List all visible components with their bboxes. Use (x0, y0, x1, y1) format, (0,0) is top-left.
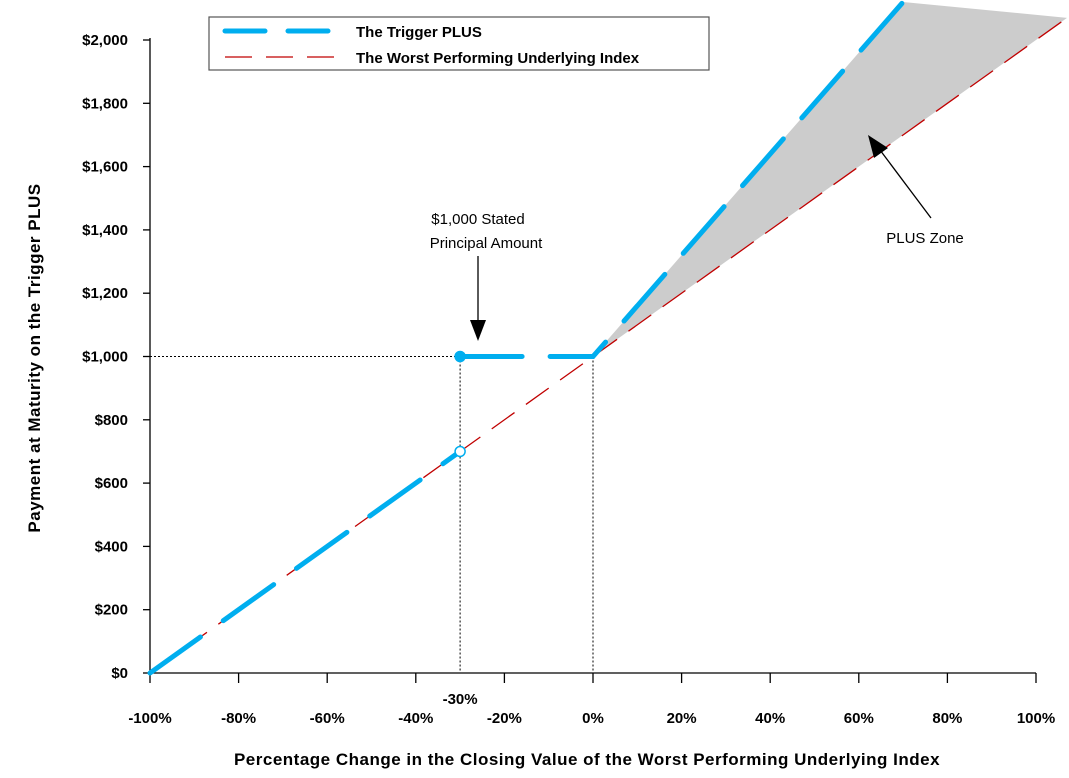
y-tick-label: $200 (95, 602, 128, 619)
x-tick-label: -80% (221, 710, 256, 727)
x-axis-label: Percentage Change in the Closing Value o… (234, 750, 940, 769)
x-tick-label: 0% (582, 710, 604, 727)
y-tick-label: $1,400 (82, 222, 128, 239)
marker-open (454, 445, 466, 458)
series-trigger-plus-segment-2 (457, 0, 906, 359)
y-tick-label: $1,600 (82, 159, 128, 176)
y-axis-label: Payment at Maturity on the Trigger PLUS (25, 183, 44, 532)
x-tick-label: -20% (487, 710, 522, 727)
y-tick-label: $600 (95, 475, 128, 492)
y-tick-label: $1,200 (82, 285, 128, 302)
x-tick-label: 100% (1017, 710, 1055, 727)
legend: The Trigger PLUS The Worst Performing Un… (208, 16, 710, 71)
legend-box (208, 16, 710, 71)
annotation-principal-line2: Principal Amount (430, 235, 543, 252)
x-extra-label-minus30: -30% (443, 691, 478, 708)
series-index-line (149, 17, 1068, 674)
legend-label-index: The Worst Performing Underlying Index (356, 50, 640, 67)
x-tick-label: 60% (844, 710, 874, 727)
y-tick-label: $800 (95, 412, 128, 429)
series-trigger-plus-segment-1 (147, 448, 463, 676)
arrow-down-icon (470, 320, 486, 341)
x-tick-label: -60% (310, 710, 345, 727)
y-tick-label: $1,800 (82, 95, 128, 112)
x-tick-label: -100% (128, 710, 171, 727)
marker-filled (454, 350, 466, 363)
y-tick-label: $2,000 (82, 32, 128, 49)
x-tick-label: 20% (667, 710, 697, 727)
y-tick-label: $1,000 (82, 349, 128, 366)
y-tick-label: $400 (95, 538, 128, 555)
arrow-up-left-icon (868, 135, 888, 158)
legend-label-trigger-plus: The Trigger PLUS (356, 24, 482, 41)
plus-zone-shading (593, 2, 1068, 357)
x-tick-label: -40% (398, 710, 433, 727)
x-tick-label: 40% (755, 710, 785, 727)
annotation-plus-zone-arrow-line (879, 149, 932, 219)
annotation-principal-line1: $1,000 Stated (431, 211, 524, 228)
x-tick-label: 80% (932, 710, 962, 727)
y-tick-label: $0 (111, 665, 128, 682)
annotation-plus-zone: PLUS Zone (886, 230, 964, 247)
